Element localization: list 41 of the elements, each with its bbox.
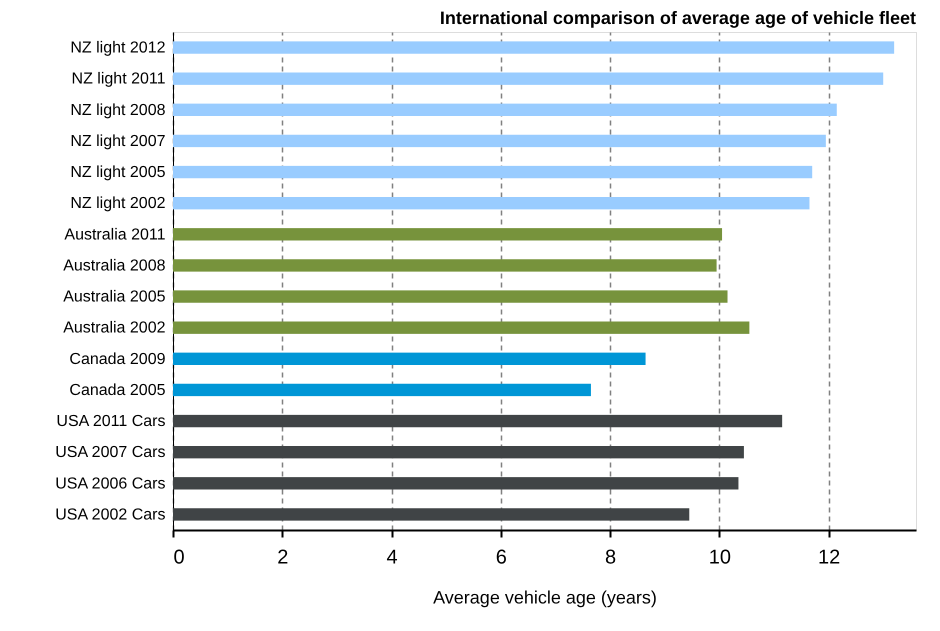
- y-tick-label: USA 2011 Cars: [56, 413, 166, 430]
- bar: [173, 41, 894, 54]
- bar: [173, 104, 837, 116]
- y-tick-label: NZ light 2002: [70, 195, 166, 212]
- y-tick-label: USA 2007 Cars: [55, 444, 166, 462]
- y-tick-label: NZ light 2011: [72, 70, 166, 88]
- y-tick-label: NZ light 2012: [70, 40, 166, 57]
- y-tick-label: NZ light 2008: [70, 102, 166, 119]
- y-tick-label: NZ light 2005: [70, 164, 166, 182]
- chart-title: International comparison of average age of vehicle fleet: [440, 8, 916, 28]
- bar: [173, 477, 738, 490]
- bar: [173, 290, 728, 303]
- x-tick-label: 12: [818, 546, 840, 568]
- y-tick-label: USA 2006 Cars: [55, 475, 166, 492]
- bar: [173, 446, 744, 458]
- bar: [173, 352, 646, 366]
- bar: [173, 196, 810, 210]
- x-tick-label: 8: [604, 546, 616, 568]
- y-tick-label: Canada 2009: [69, 350, 166, 368]
- bar: [173, 166, 812, 178]
- bar: [173, 259, 717, 272]
- x-tick-label: 10: [708, 546, 731, 568]
- x-tick-label: 6: [496, 546, 507, 568]
- bar: [173, 72, 884, 85]
- y-tick-label: Australia 2005: [63, 288, 166, 306]
- y-tick-label: Australia 2008: [63, 257, 166, 274]
- x-axis-title: Average vehicle age (years): [433, 588, 657, 608]
- y-tick-label: USA 2002 Cars: [55, 506, 166, 524]
- bar: [173, 384, 591, 396]
- y-tick-label: Canada 2005: [69, 382, 166, 399]
- bar: [173, 321, 750, 334]
- bar: [173, 228, 722, 241]
- y-tick-label: Australia 2002: [63, 320, 166, 337]
- x-tick-label: 4: [386, 546, 398, 568]
- bar: [173, 508, 690, 521]
- bar: [173, 134, 826, 148]
- y-tick-label: Australia 2011: [64, 226, 166, 244]
- x-tick-label: 2: [277, 546, 288, 568]
- bar: [173, 414, 782, 428]
- x-tick-label: 0: [174, 546, 185, 568]
- y-tick-label: NZ light 2007: [70, 132, 166, 150]
